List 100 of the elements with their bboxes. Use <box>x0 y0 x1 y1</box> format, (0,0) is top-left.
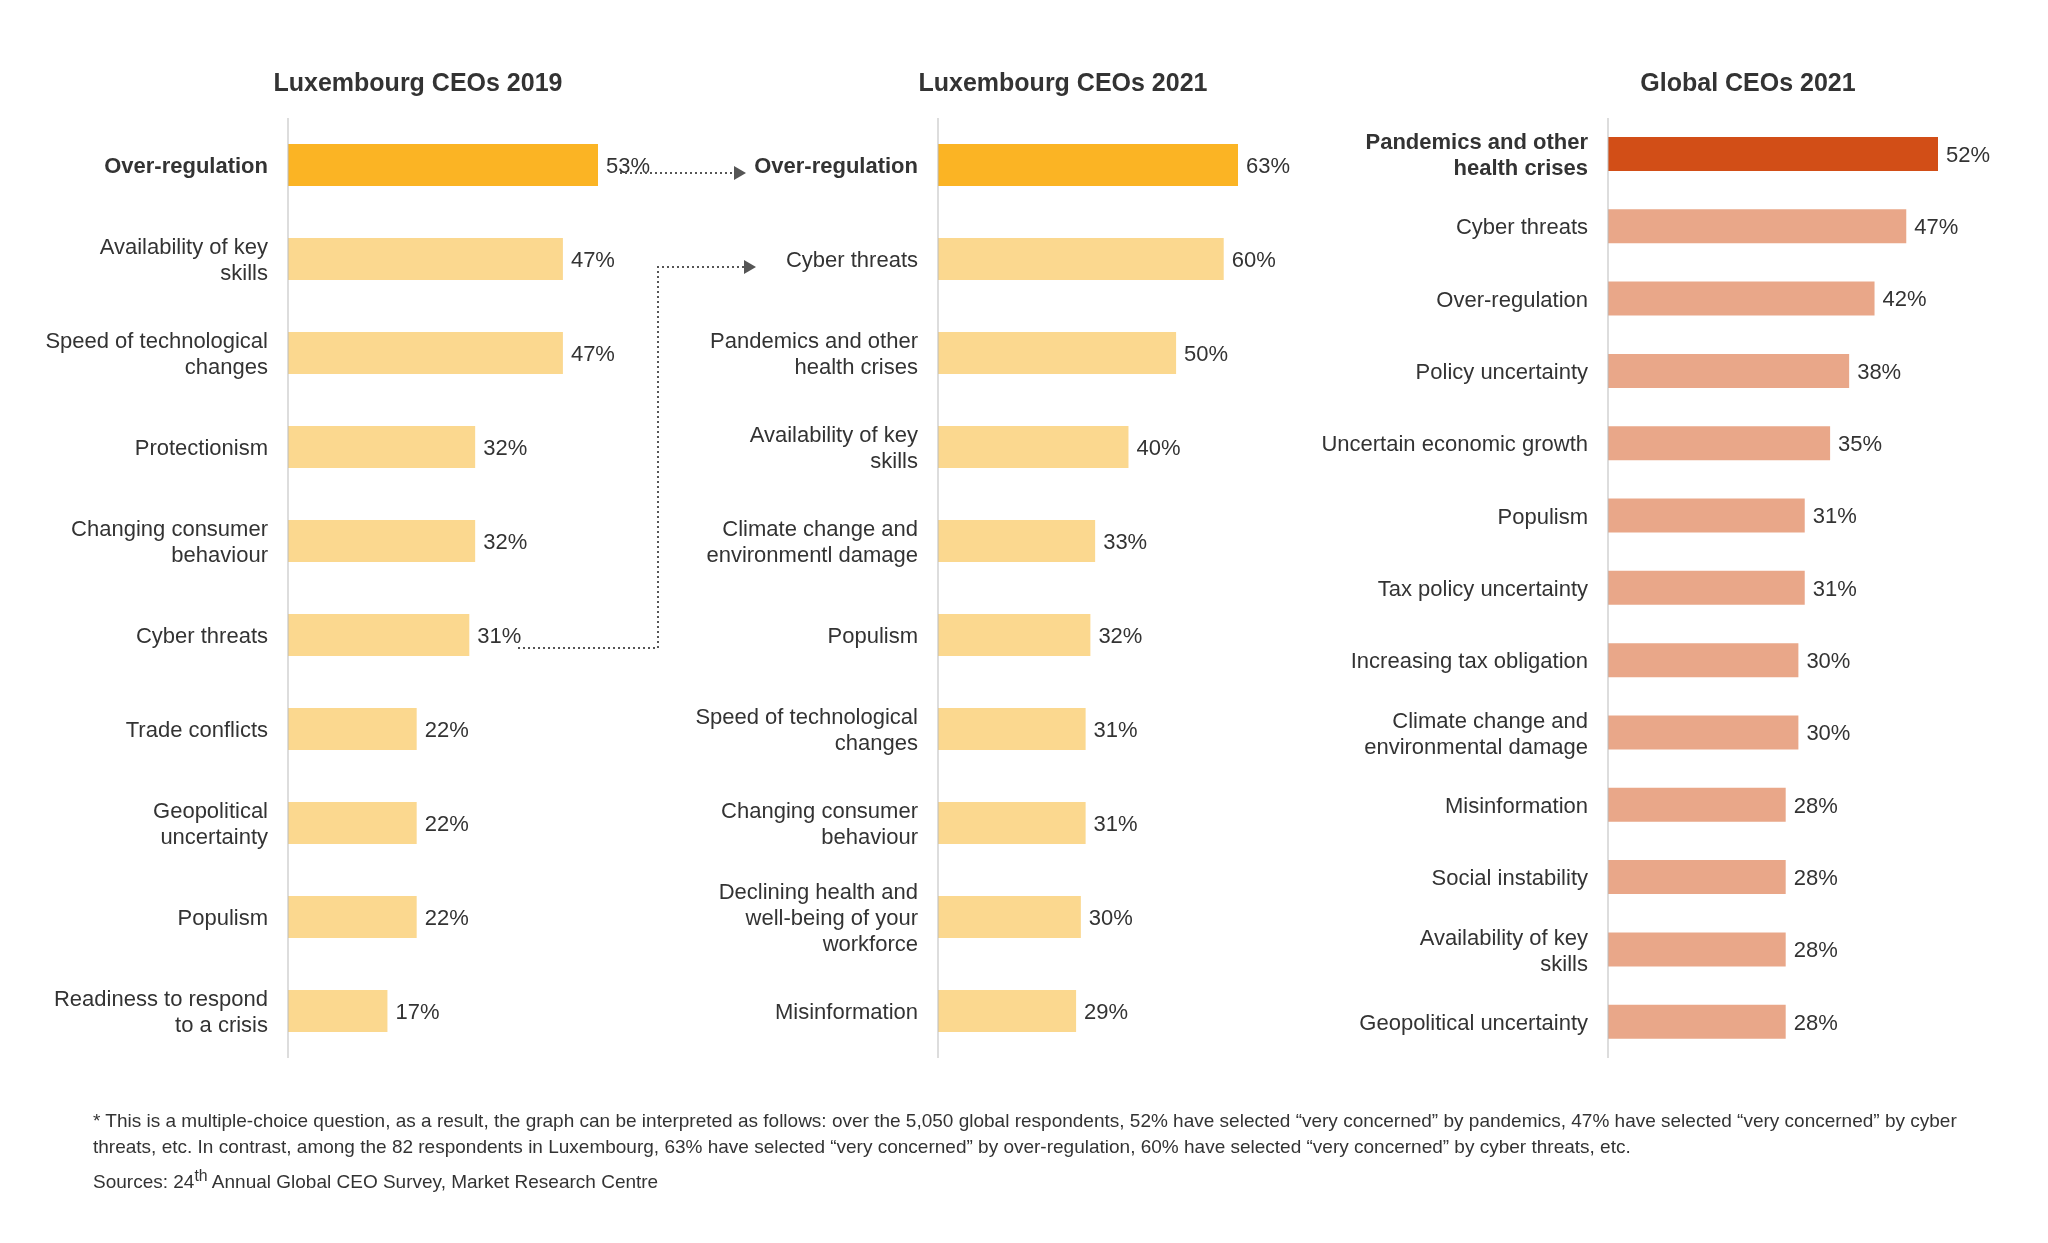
chart-title: Luxembourg CEOs 2021 <box>917 68 1209 98</box>
y-tick-label: Cyber threats <box>135 622 268 648</box>
y-tick-label: Over-regulation <box>104 152 268 178</box>
data-label: 47% <box>1914 214 1959 240</box>
bar <box>1608 932 1786 967</box>
y-tick-label: Over-regulation <box>1436 286 1588 312</box>
bar <box>1608 137 1938 171</box>
data-label: 29% <box>1084 998 1129 1024</box>
y-tick-label: Populism <box>177 904 268 930</box>
data-label: 28% <box>1793 1009 1838 1035</box>
bar <box>938 708 1086 750</box>
y-tick-label: Increasing tax obligation <box>1350 647 1588 673</box>
data-label: 17% <box>395 998 440 1024</box>
bar <box>288 896 417 938</box>
y-tick-label: Speed of technological changes <box>45 327 268 379</box>
source-note: Sources: 24$^{th}$ Annual Global CEO Survey, Market Research Centre <box>93 1166 660 1195</box>
data-label: 28% <box>1793 937 1838 963</box>
bar <box>1608 570 1805 605</box>
data-label: 32% <box>483 434 528 460</box>
y-tick-label: Populism <box>1497 503 1588 529</box>
data-label: 42% <box>1882 286 1927 312</box>
y-tick-label: Geopolitical uncertainty <box>153 797 268 849</box>
y-tick-label: Pandemics and other health crises <box>710 327 918 379</box>
data-label: 38% <box>1857 358 1902 384</box>
y-tick-label: Cyber threats <box>785 246 918 272</box>
bar <box>1608 715 1799 750</box>
data-label: 32% <box>1098 622 1143 648</box>
data-label: 28% <box>1793 792 1838 818</box>
y-tick-label: Readiness to respond to a crisis <box>53 985 268 1037</box>
y-tick-label: Climate change and environmental damage <box>1364 707 1588 759</box>
bar <box>288 520 476 562</box>
y-tick-label: Geopolitical uncertainty <box>1359 1009 1588 1035</box>
bar <box>288 802 417 844</box>
data-label: 22% <box>424 904 469 930</box>
bar <box>938 802 1086 844</box>
data-label: 22% <box>424 810 469 836</box>
y-tick-label: Pandemics and other health crises <box>1365 128 1589 180</box>
data-label: 52% <box>1946 141 1991 167</box>
y-tick-label: Climate change and environmentl damage <box>706 515 918 567</box>
data-label: 22% <box>424 716 469 742</box>
data-label: 60% <box>1231 246 1276 272</box>
data-label: 35% <box>1838 431 1883 457</box>
bar <box>1608 787 1786 822</box>
bar <box>938 896 1081 938</box>
bar <box>1608 1004 1786 1039</box>
chart-title: Luxembourg CEOs 2019 <box>272 68 564 98</box>
data-label: 31% <box>477 622 522 648</box>
data-label: 31% <box>1093 810 1138 836</box>
y-tick-label: Populism <box>827 622 918 648</box>
y-tick-label: Speed of technological changes <box>695 703 918 755</box>
data-label: 30% <box>1088 904 1133 930</box>
bar <box>938 238 1224 280</box>
y-tick-label: Changing consumer behaviour <box>71 515 268 567</box>
text: * This is a multiple-choice question, as a result, the graph can be interpreted as follows: over the 5,050 global respondents, 52% have selected “very concerned” by pandemics, 47% have selected “very concerned” by cyber threats, etc. In contrast, among the 82 respondents in Luxembourg, 63% have selected “very concerned” by over-regulation, 60% have selected “very concerned” by cyber threats, etc. <box>93 1109 1958 1159</box>
y-tick-label: Availability of key skills <box>749 421 918 473</box>
data-label: 30% <box>1806 647 1851 673</box>
bar <box>1608 426 1831 461</box>
bar <box>938 426 1129 468</box>
y-tick-label: Protectionism <box>134 434 268 460</box>
data-label: 50% <box>1184 340 1229 366</box>
y-tick-label: Changing consumer behaviour <box>721 797 918 849</box>
data-label: 63% <box>1246 152 1291 178</box>
chart-title: Global CEOs 2021 <box>1639 68 1857 98</box>
bar <box>1608 209 1907 244</box>
bar <box>1608 353 1850 388</box>
bar <box>938 990 1077 1032</box>
y-tick-label: Policy uncertainty <box>1415 358 1588 384</box>
bar <box>288 614 470 656</box>
bar <box>1608 643 1799 678</box>
y-tick-label: Over-regulation <box>754 152 918 178</box>
bar <box>938 520 1096 562</box>
y-tick-label: Tax policy uncertainty <box>1377 575 1588 601</box>
data-label: 47% <box>570 340 615 366</box>
bar <box>1608 498 1805 533</box>
bar <box>288 708 417 750</box>
y-tick-label: Cyber threats <box>1455 213 1588 239</box>
data-label: 33% <box>1103 528 1148 554</box>
data-label: 31% <box>1093 716 1138 742</box>
bar <box>288 332 563 374</box>
y-tick-label: Availability of key skills <box>1419 924 1588 976</box>
bar <box>1608 281 1875 316</box>
data-label: 53% <box>606 152 651 178</box>
y-tick-label: Misinformation <box>1444 792 1588 818</box>
data-label: 31% <box>1812 503 1857 529</box>
y-tick-label: Declining health and well-being of your workforce <box>718 878 918 956</box>
bar <box>288 238 563 280</box>
bar <box>288 990 388 1032</box>
bar <box>288 144 598 186</box>
bar <box>938 144 1238 186</box>
y-tick-label: Social instability <box>1431 864 1588 890</box>
data-label: 28% <box>1793 864 1838 890</box>
y-tick-label: Trade conflicts <box>125 716 268 742</box>
bar <box>288 426 476 468</box>
y-tick-label: Availability of key skills <box>99 233 268 285</box>
data-label: 31% <box>1812 575 1857 601</box>
data-label: 30% <box>1806 720 1851 746</box>
y-tick-label: Uncertain economic growth <box>1321 430 1588 456</box>
data-label: 40% <box>1136 434 1181 460</box>
bar <box>1608 860 1786 895</box>
y-tick-label: Misinformation <box>774 998 918 1024</box>
